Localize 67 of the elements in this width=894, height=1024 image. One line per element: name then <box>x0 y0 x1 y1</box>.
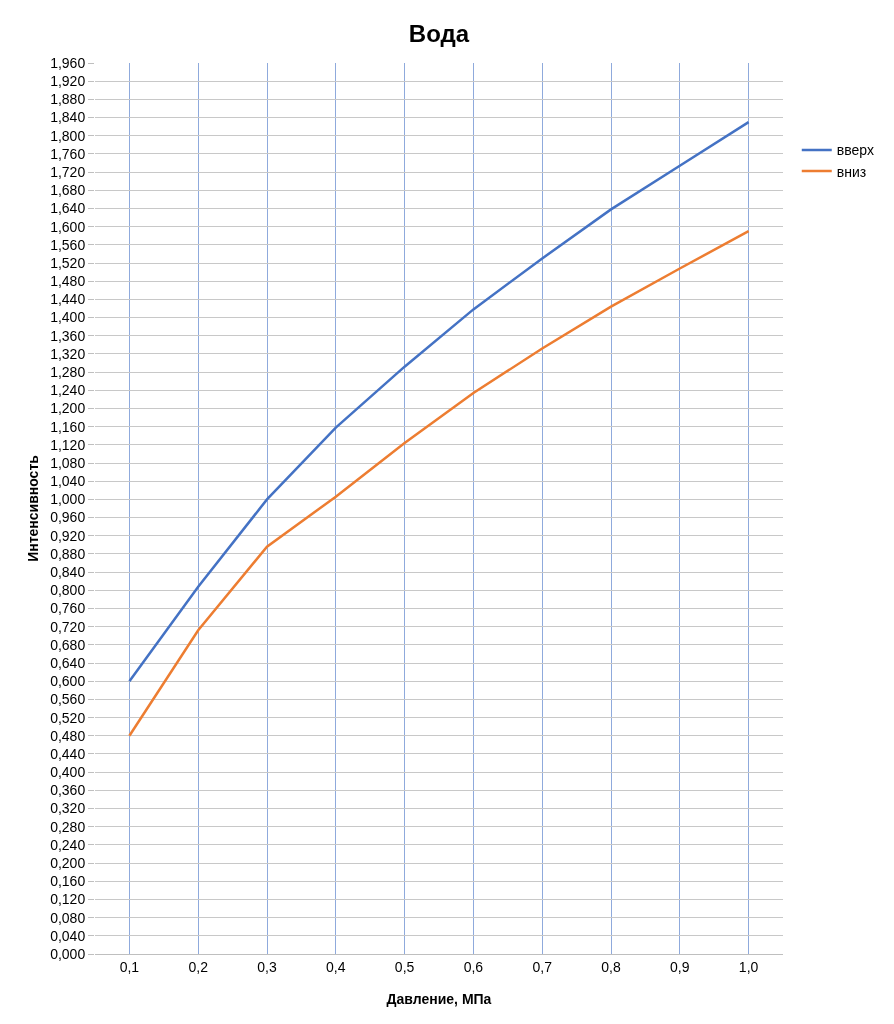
y-tick-label: 0,480 <box>50 727 86 744</box>
y-tick-label: 1,760 <box>50 145 86 162</box>
y-tick-label: 1,120 <box>50 436 86 453</box>
x-tick-label: 0,5 <box>394 958 415 975</box>
y-tick-label: 1,600 <box>50 218 86 235</box>
y-tick-label: 1,880 <box>50 91 86 108</box>
y-tick-label: 0,440 <box>50 745 86 762</box>
y-tick-label: 1,960 <box>50 54 86 71</box>
y-tick-label: 0,680 <box>50 636 86 653</box>
y-tick-label: 0,320 <box>50 800 86 817</box>
x-tick-label: 0,9 <box>670 958 690 975</box>
y-axis-title: Интенсивность <box>24 454 41 562</box>
line-series <box>128 229 750 738</box>
y-tick-label: 0,360 <box>50 782 86 799</box>
y-tick-label: 0,640 <box>50 654 86 671</box>
y-tick-label: 1,240 <box>50 382 86 399</box>
x-tick-label: 0,1 <box>119 958 140 975</box>
x-tick-label: 0,8 <box>601 958 621 975</box>
line-series <box>128 120 750 683</box>
y-tick-label: 0,000 <box>50 945 86 962</box>
chart-title: Вода <box>408 20 470 48</box>
y-tick-label: 0,120 <box>50 891 86 908</box>
x-axis-title: Давление, МПа <box>386 991 492 1008</box>
y-tick-label: 1,200 <box>50 400 86 417</box>
y-tick-label: 0,760 <box>50 600 86 617</box>
y-tick-label: 0,200 <box>50 854 86 871</box>
y-tick-label: 1,680 <box>50 182 86 199</box>
y-tick-label: 0,600 <box>50 673 86 690</box>
y-tick-label: 1,160 <box>50 418 86 435</box>
x-tick-label: 0,2 <box>188 958 209 975</box>
y-tick-label: 0,400 <box>50 764 86 781</box>
y-tick-label: 1,520 <box>50 254 86 271</box>
y-tick-label: 0,520 <box>50 709 86 726</box>
y-tick-label: 1,360 <box>50 327 86 344</box>
y-tick-label: 0,080 <box>50 909 86 926</box>
y-tick-label: 0,280 <box>50 818 86 835</box>
y-tick-label: 1,840 <box>50 109 86 126</box>
y-tick-label: 1,480 <box>50 273 86 290</box>
legend-label: вниз <box>836 163 867 180</box>
x-tick-label: 1,0 <box>738 958 759 975</box>
y-tick-label: 1,560 <box>50 236 86 253</box>
y-tick-label: 0,880 <box>50 545 86 562</box>
y-tick-label: 0,960 <box>50 509 86 526</box>
y-tick-label: 1,800 <box>50 127 86 144</box>
y-tick-label: 1,040 <box>50 473 86 490</box>
y-tick-label: 0,040 <box>50 927 86 944</box>
y-tick-label: 0,240 <box>50 836 86 853</box>
y-tick-label: 1,280 <box>50 364 86 381</box>
y-tick-label: 0,920 <box>50 527 86 544</box>
y-tick-label: 1,080 <box>50 454 86 471</box>
x-tick-label: 0,7 <box>532 958 553 975</box>
y-tick-label: 0,800 <box>50 582 86 599</box>
x-tick-label: 0,3 <box>257 958 277 975</box>
y-tick-label: 1,920 <box>50 73 86 90</box>
y-tick-label: 0,560 <box>50 691 86 708</box>
y-tick-label: 1,640 <box>50 200 86 217</box>
y-tick-label: 1,000 <box>50 491 86 508</box>
y-tick-label: 0,720 <box>50 618 86 635</box>
y-tick-label: 0,840 <box>50 564 86 581</box>
y-tick-label: 1,720 <box>50 164 86 180</box>
legend-label: вверх <box>836 142 874 159</box>
y-tick-label: 1,320 <box>50 345 86 362</box>
x-tick-label: 0,4 <box>326 958 346 975</box>
x-tick-label: 0,6 <box>463 958 484 975</box>
y-tick-label: 0,160 <box>50 873 86 890</box>
y-tick-label: 1,400 <box>50 309 86 326</box>
y-tick-label: 1,440 <box>50 291 86 308</box>
